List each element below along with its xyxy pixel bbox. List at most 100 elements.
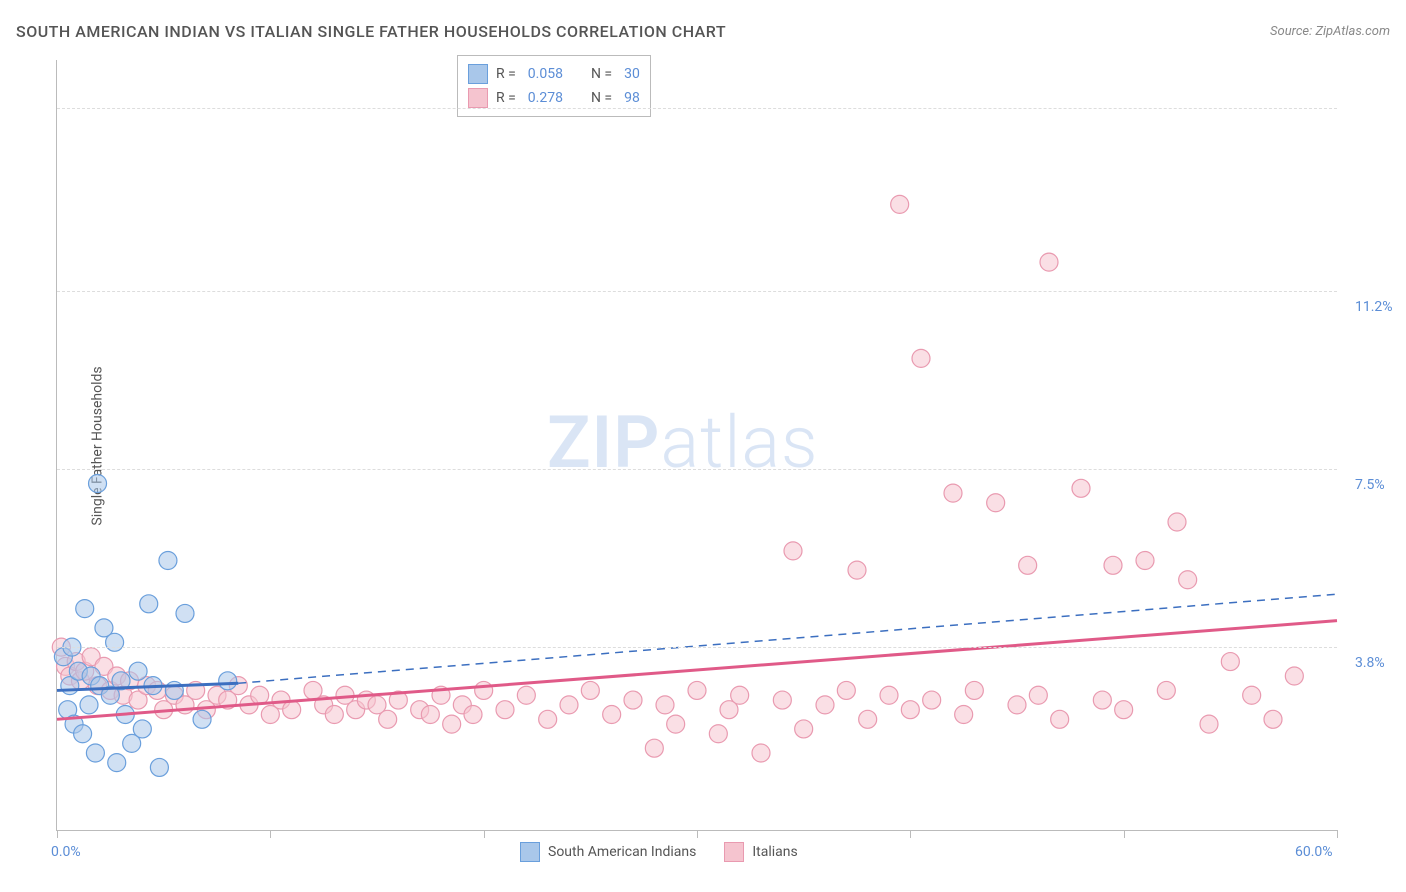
- n-label: N =: [591, 66, 612, 82]
- data-point: [816, 696, 834, 714]
- legend-row: R = 0.278 N = 98: [468, 86, 640, 110]
- legend-item: South American Indians: [520, 842, 696, 862]
- data-point: [784, 542, 802, 560]
- data-point: [1179, 571, 1197, 589]
- x-tick-mark: [1124, 830, 1125, 838]
- data-point: [752, 744, 770, 762]
- series-legend: South American Indians Italians: [520, 842, 798, 862]
- data-point: [1285, 667, 1303, 685]
- data-point: [464, 706, 482, 724]
- data-point: [76, 600, 94, 618]
- legend-row: R =0.058N =30: [468, 62, 640, 86]
- data-point: [624, 691, 642, 709]
- data-point: [859, 710, 877, 728]
- data-point: [475, 681, 493, 699]
- data-point: [645, 739, 663, 757]
- data-point: [1019, 556, 1037, 574]
- data-point: [86, 744, 104, 762]
- data-point: [74, 725, 92, 743]
- data-point: [1072, 479, 1090, 497]
- data-point: [150, 758, 168, 776]
- chart-title: SOUTH AMERICAN INDIAN VS ITALIAN SINGLE …: [16, 22, 726, 41]
- x-tick-mark: [910, 830, 911, 838]
- y-tick-label: 3.8%: [1355, 655, 1385, 671]
- data-point: [1221, 653, 1239, 671]
- data-point: [1093, 691, 1111, 709]
- gridline: [57, 469, 1337, 470]
- x-tick-mark: [484, 830, 485, 838]
- legend-swatch: [520, 842, 540, 862]
- x-tick-label: 0.0%: [51, 844, 81, 860]
- x-tick-mark: [697, 830, 698, 838]
- data-point: [1008, 696, 1026, 714]
- legend-swatch: [724, 842, 744, 862]
- x-tick-mark: [1337, 830, 1338, 838]
- data-point: [379, 710, 397, 728]
- data-point: [283, 701, 301, 719]
- data-point: [89, 475, 107, 493]
- trendline-a-dash: [238, 594, 1337, 683]
- r-value: 0.278: [528, 90, 563, 106]
- data-point: [1104, 556, 1122, 574]
- r-label: R =: [496, 90, 516, 106]
- legend-label: Italians: [752, 844, 797, 860]
- data-point: [517, 686, 535, 704]
- data-point: [848, 561, 866, 579]
- data-point: [965, 681, 983, 699]
- data-point: [251, 686, 269, 704]
- data-point: [709, 725, 727, 743]
- legend-swatch: [468, 88, 488, 108]
- n-value: 30: [624, 66, 640, 82]
- x-tick-label: 60.0%: [1295, 844, 1333, 860]
- data-point: [193, 710, 211, 728]
- data-point: [688, 681, 706, 699]
- n-value: 98: [624, 90, 640, 106]
- data-point: [944, 484, 962, 502]
- data-point: [1051, 710, 1069, 728]
- data-point: [987, 494, 1005, 512]
- data-point: [1200, 715, 1218, 733]
- data-point: [421, 706, 439, 724]
- n-label: N =: [591, 90, 612, 106]
- plot-area: ZIPatlas R =0.058N =30R =0.278N =98 3.8%…: [56, 60, 1337, 831]
- legend-item: Italians: [724, 842, 797, 862]
- data-point: [1040, 253, 1058, 271]
- data-point: [140, 595, 158, 613]
- data-point: [1243, 686, 1261, 704]
- data-point: [773, 691, 791, 709]
- data-point: [108, 754, 126, 772]
- data-point: [837, 681, 855, 699]
- data-point: [1115, 701, 1133, 719]
- y-tick-label: 7.5%: [1355, 477, 1385, 493]
- data-point: [1029, 686, 1047, 704]
- data-point: [80, 696, 98, 714]
- data-point: [106, 633, 124, 651]
- data-point: [901, 701, 919, 719]
- legend-swatch: [468, 64, 488, 84]
- data-point: [539, 710, 557, 728]
- data-point: [325, 706, 343, 724]
- data-point: [795, 720, 813, 738]
- data-point: [923, 691, 941, 709]
- source-attribution: Source: ZipAtlas.com: [1270, 24, 1390, 39]
- gridline: [57, 291, 1337, 292]
- r-label: R =: [496, 66, 516, 82]
- data-point: [1168, 513, 1186, 531]
- data-point: [176, 604, 194, 622]
- data-point: [891, 195, 909, 213]
- data-point: [880, 686, 898, 704]
- x-tick-mark: [57, 830, 58, 838]
- data-point: [159, 552, 177, 570]
- data-point: [129, 662, 147, 680]
- gridline: [57, 108, 1337, 109]
- chart-canvas: [57, 60, 1337, 830]
- data-point: [955, 706, 973, 724]
- data-point: [443, 715, 461, 733]
- x-tick-mark: [270, 830, 271, 838]
- data-point: [656, 696, 674, 714]
- data-point: [133, 720, 151, 738]
- data-point: [912, 349, 930, 367]
- data-point: [1157, 681, 1175, 699]
- trendline-b: [57, 621, 1337, 720]
- gridline: [57, 647, 1337, 648]
